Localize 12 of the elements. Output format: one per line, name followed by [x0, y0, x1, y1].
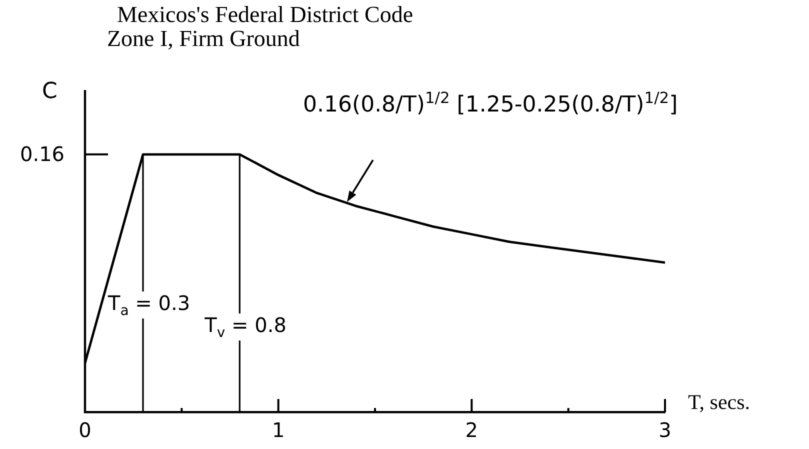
text: 0.16 [20, 142, 65, 166]
y-axis-title: C [42, 79, 58, 104]
text: 0.16(0.8/T)$^{1/2}$ [1.25-0.25(0.8/T)$^{1/2}$] [303, 89, 678, 118]
chart-title: Mexicos's Federal District Code [117, 2, 414, 28]
x-axis-title: T, secs. [688, 390, 750, 414]
x-tick-label: 3 [658, 418, 672, 442]
ref-line-label: T$_{v}$ = 0.8 [204, 312, 286, 341]
ref-line-label: T$_{a}$ = 0.3 [108, 290, 190, 319]
x-tick-label: 2 [465, 418, 478, 442]
x-tick-label: 1 [272, 418, 285, 442]
x-tick-label: 0 [78, 418, 92, 442]
chart-subtitle: Zone I, Firm Ground [107, 26, 300, 52]
